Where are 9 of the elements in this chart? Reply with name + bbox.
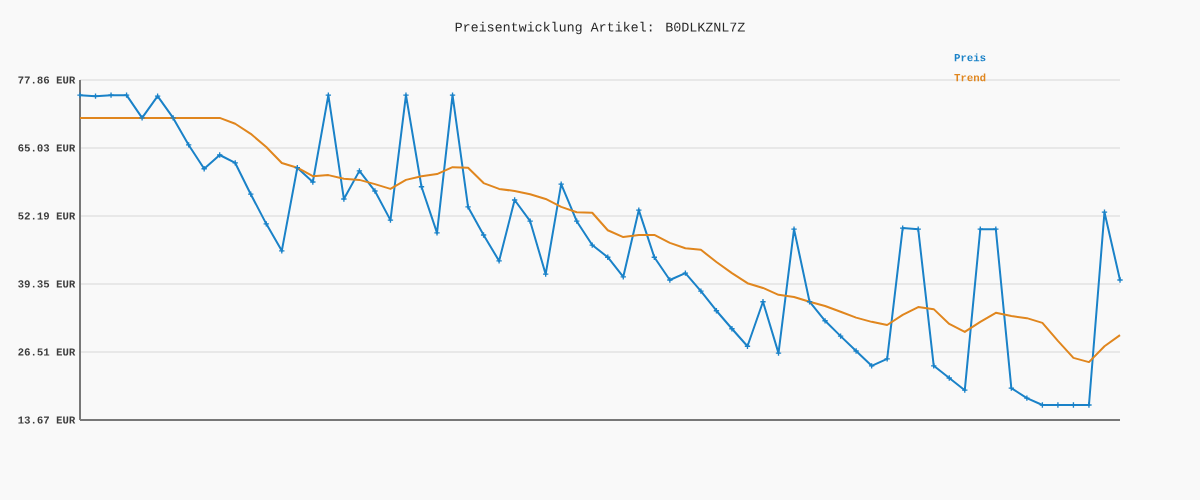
y-tick-label: 39.35 EUR (18, 280, 76, 288)
y-tick-label: 77.86 EUR (18, 76, 76, 84)
text: Trend (954, 73, 986, 82)
y-tick-label: 26.51 EUR (18, 348, 76, 356)
text: Preis (954, 53, 986, 62)
y-tick-label: 13.67 EUR (18, 416, 76, 424)
y-tick-label: 65.03 EUR (18, 144, 76, 152)
chart-title: Preisentwicklung Artikel: B0DLKZNL7Z (455, 21, 745, 35)
y-tick-label: 52.19 EUR (18, 212, 76, 220)
